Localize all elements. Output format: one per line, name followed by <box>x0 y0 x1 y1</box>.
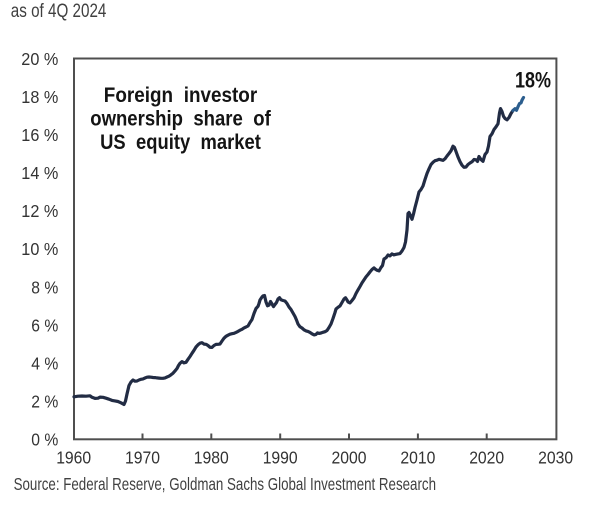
svg-text:6 %: 6 % <box>31 315 58 335</box>
svg-text:2010: 2010 <box>400 448 435 468</box>
svg-text:2 %: 2 % <box>31 392 58 412</box>
svg-text:2000: 2000 <box>332 448 367 468</box>
svg-text:14 %: 14 % <box>21 163 58 183</box>
svg-text:2030: 2030 <box>538 448 573 468</box>
svg-text:4 %: 4 % <box>31 353 58 373</box>
svg-text:Foreign investor: Foreign investor <box>104 84 257 107</box>
svg-text:1990: 1990 <box>263 448 298 468</box>
svg-text:1970: 1970 <box>125 448 160 468</box>
svg-text:20 %: 20 % <box>21 49 58 69</box>
svg-text:Source: Federal Reserve, Goldm: Source: Federal Reserve, Goldman Sachs G… <box>14 474 436 494</box>
svg-text:18 %: 18 % <box>21 87 58 107</box>
svg-text:18%: 18% <box>515 68 551 93</box>
svg-text:12 %: 12 % <box>21 201 58 221</box>
svg-text:US equity market: US equity market <box>100 131 261 154</box>
svg-text:1980: 1980 <box>194 448 229 468</box>
svg-text:as of 4Q 2024: as of 4Q 2024 <box>11 1 107 22</box>
svg-text:0 %: 0 % <box>31 430 58 450</box>
svg-text:1960: 1960 <box>56 448 91 468</box>
svg-text:10 %: 10 % <box>21 239 58 259</box>
svg-text:ownership share of: ownership share of <box>90 107 271 130</box>
svg-text:2020: 2020 <box>469 448 504 468</box>
svg-text:16 %: 16 % <box>21 125 58 145</box>
svg-text:8 %: 8 % <box>31 277 58 297</box>
